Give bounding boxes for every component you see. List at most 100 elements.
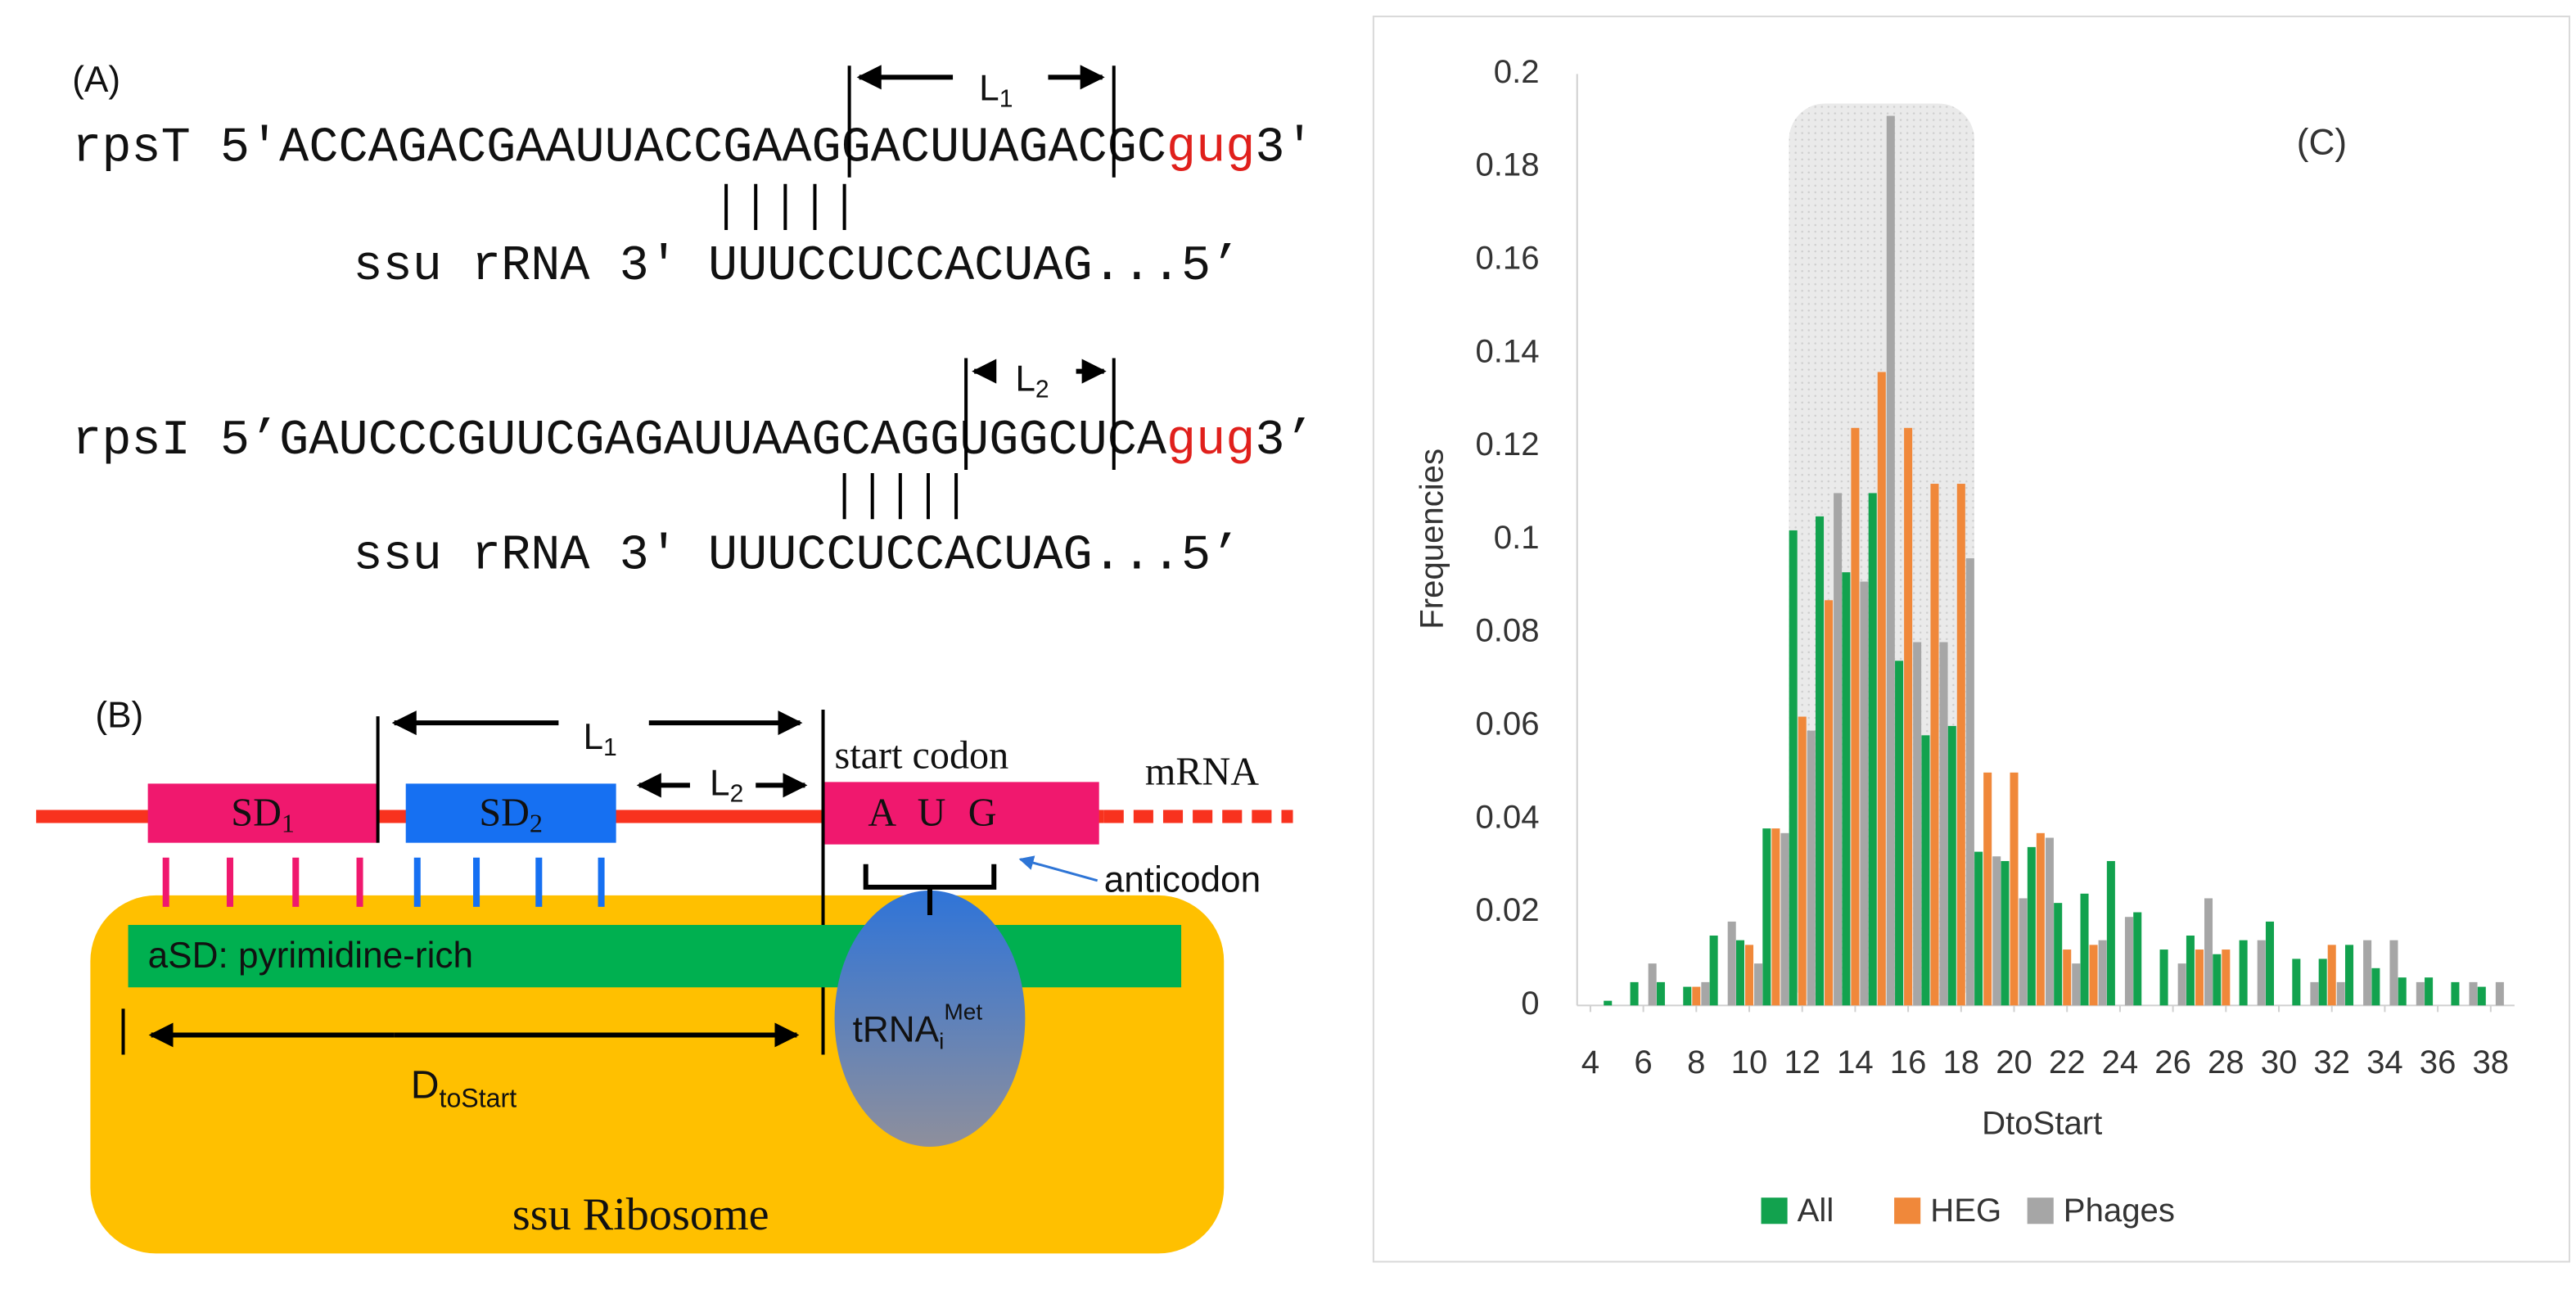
legend-label: Phages: [2064, 1192, 2175, 1229]
bar: [1974, 851, 1983, 1006]
bar: [2027, 846, 2036, 1006]
x-tick-label: 12: [1784, 1044, 1820, 1080]
label-main: L: [710, 763, 730, 803]
chart: (C) 0 0.02 0.04 0.06 0.08 0.1 0.12 0.14 0.16 0.18 0…: [1414, 53, 2515, 1229]
x-tick-label: 30: [2261, 1044, 2298, 1080]
x-tick-label: 34: [2366, 1044, 2403, 1080]
bar: [1825, 600, 1834, 1006]
anticodon-arrow: [1018, 855, 1099, 882]
x-tick-label: 8: [1687, 1044, 1705, 1080]
y-tick-label: 0.2: [1494, 53, 1540, 90]
bar: [1701, 981, 1710, 1006]
anticodon-label: anticodon: [1104, 859, 1261, 900]
rrna: ssu rRNA 3' UUUCCUCCACUAG...5’: [354, 528, 1241, 584]
trna-label: tRNAiMet: [853, 999, 983, 1054]
bar: [2257, 940, 2266, 1006]
y-tick-label: 0.02: [1475, 891, 1539, 928]
label-sub: i: [939, 1029, 944, 1054]
label-sub: 2: [1035, 377, 1049, 404]
bar: [1930, 484, 1939, 1006]
panel-b: (B) SD1 SD2 A U G start codon mRNA L1 L2: [36, 696, 1293, 1254]
y-tick-label: 0.08: [1475, 612, 1539, 649]
bar: [2159, 949, 2168, 1006]
ribosome-label: ssu Ribosome: [512, 1189, 769, 1240]
bar: [1683, 986, 1692, 1006]
bar: [1771, 828, 1780, 1006]
bar: [2054, 903, 2063, 1006]
mrna-label: mRNA: [1145, 750, 1259, 793]
label-sub: 1: [603, 734, 617, 761]
bar: [2133, 912, 2142, 1006]
codon-letter: G: [968, 792, 997, 835]
bar: [1868, 493, 1877, 1006]
label-main: SD: [479, 792, 530, 835]
bar: [1913, 642, 1922, 1006]
bar: [1842, 572, 1851, 1006]
label-main: L: [1015, 359, 1035, 399]
bar: [2495, 981, 2504, 1006]
sequence-text: rpsI 5’GAUCCCGUUCGAGAUUAAGCAGGUGGCUCA: [72, 413, 1167, 469]
label-main: L: [583, 717, 603, 757]
bar: [2239, 940, 2248, 1006]
label-sup: Met: [944, 999, 982, 1025]
bar: [1860, 581, 1869, 1006]
bar: [2416, 981, 2425, 1006]
y-tick-label: 0.04: [1475, 798, 1539, 835]
bar: [1762, 828, 1771, 1006]
y-tick-label: 0.18: [1475, 147, 1539, 183]
sd-label: SD2: [479, 792, 543, 838]
bar: [1648, 963, 1657, 1006]
bar: [1754, 963, 1763, 1006]
legend-swatch: [2027, 1198, 2054, 1225]
bar: [2222, 949, 2231, 1006]
bar: [2292, 958, 2301, 1006]
bar: [1921, 735, 1930, 1006]
bar: [2001, 860, 2010, 1006]
x-tick-label: 36: [2420, 1044, 2456, 1080]
sd1-box: [147, 783, 378, 843]
bar: [2098, 940, 2107, 1006]
asd-label: aSD: pyrimidine-rich: [148, 936, 473, 976]
bar: [1895, 661, 1904, 1006]
label-sub: toStart: [440, 1084, 517, 1113]
legend-swatch: [1761, 1198, 1788, 1225]
bar: [2072, 963, 2081, 1006]
x-tick-label: 28: [2208, 1044, 2244, 1080]
sequence-text: rpsT 5'ACCAGACGAAUUACCGAAGGACUUAGACGC: [72, 121, 1166, 177]
panel-label: (A): [72, 60, 120, 100]
bracket: [724, 65, 1116, 230]
x-tick-label: 24: [2102, 1044, 2139, 1080]
bar: [1735, 940, 1744, 1006]
sequence: rpsT 5'ACCAGACGAAUUACCGAAGGACUUAGACGCgug…: [72, 121, 1314, 177]
bar: [1744, 945, 1754, 1006]
legend-label: HEG: [1930, 1192, 2001, 1229]
trna: [834, 890, 1026, 1147]
bar: [2336, 981, 2345, 1006]
bar: [1947, 725, 1956, 1006]
bar: [2124, 917, 2133, 1006]
bar: [2080, 893, 2089, 1006]
x-tick-label: 14: [1837, 1044, 1874, 1080]
x-tick-label: 22: [2049, 1044, 2086, 1080]
bar: [1965, 558, 1974, 1006]
anticodon-bracket: [863, 864, 997, 915]
x-tick-label: 38: [2473, 1044, 2510, 1080]
bar: [1939, 642, 1948, 1006]
dtostart-label: DtoStart: [411, 1062, 517, 1113]
panel-a: (A) rpsT 5'ACCAGACGAAUUACCGAAGGACUUAGACG…: [72, 60, 1314, 584]
label-sub: 2: [530, 809, 543, 838]
panel-label: (C): [2297, 122, 2347, 162]
length-label: L2: [1015, 359, 1049, 403]
x-tick-label: 26: [2154, 1044, 2191, 1080]
y-tick-label: 0.12: [1475, 426, 1539, 462]
label-sub: 1: [999, 85, 1013, 112]
bar: [1877, 372, 1886, 1006]
legend-label: All: [1798, 1192, 1834, 1229]
bar: [1886, 115, 1895, 1006]
bar: [2477, 986, 2486, 1006]
sd2-box: [405, 783, 616, 843]
label-main: SD: [231, 792, 282, 835]
y-tick-label: 0.1: [1494, 519, 1540, 556]
bar: [2213, 954, 2222, 1006]
